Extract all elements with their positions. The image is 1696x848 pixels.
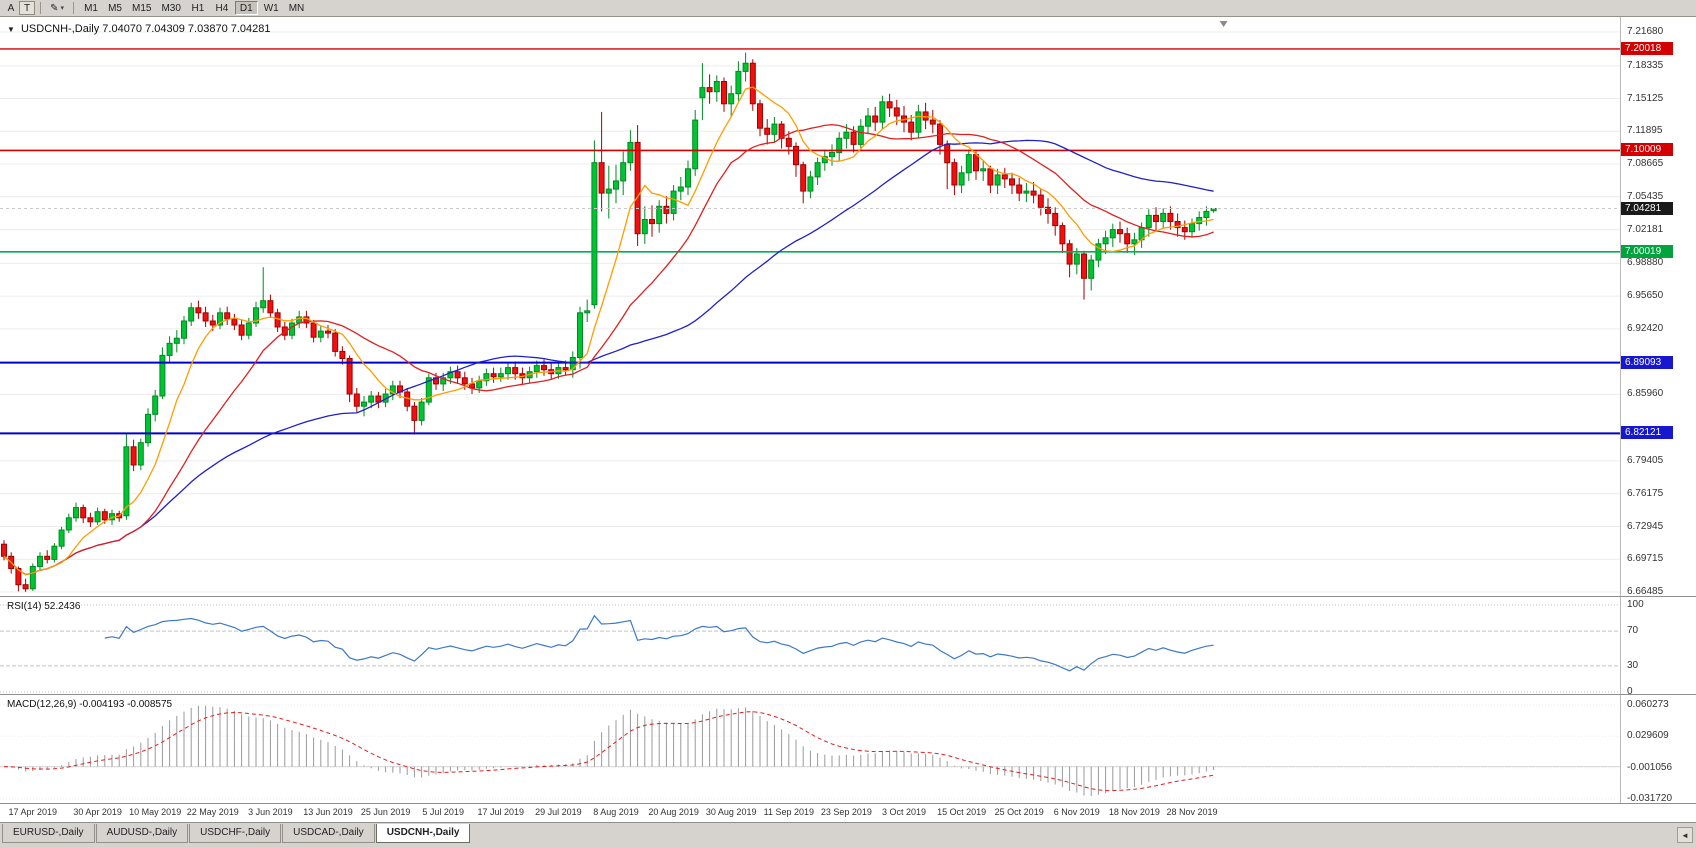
- pencil-icon: ✎: [50, 2, 59, 14]
- timeframe-button-w1[interactable]: W1: [263, 2, 279, 14]
- price-badge: 7.00019: [1621, 244, 1673, 258]
- macd-values: -0.004193 -0.008575: [79, 699, 173, 710]
- timeframe-button-h4[interactable]: H4: [215, 2, 229, 14]
- macd-axis-border: [1620, 695, 1621, 803]
- toolbar-button-a[interactable]: A: [7, 2, 15, 14]
- time-axis-label: 18 Nov 2019: [1108, 807, 1160, 817]
- time-axis-label: 25 Oct 2019: [994, 807, 1044, 817]
- time-axis-label: 29 Jul 2019: [535, 807, 582, 817]
- time-axis-label: 23 Sep 2019: [820, 807, 872, 817]
- time-axis-label: 30 Aug 2019: [705, 807, 757, 817]
- timeframe-group: M1 M5 M15 M30 H1 H4 D1 W1 MN: [79, 1, 309, 15]
- chart-title: ▼ USDCNH-,Daily 7.04070 7.04309 7.03870 …: [7, 23, 271, 35]
- tab-eurusd[interactable]: EURUSD-,Daily: [2, 824, 95, 843]
- timeframe-button-m1[interactable]: M1: [84, 2, 98, 14]
- tab-scroll-left-button[interactable]: ◄: [1677, 827, 1693, 843]
- time-axis-label: 8 Aug 2019: [593, 807, 639, 817]
- price-badge: 7.20018: [1621, 41, 1673, 55]
- price-axis-tick: 7.02181: [1627, 223, 1664, 235]
- macd-axis-label: 0.060273: [1627, 699, 1669, 710]
- rsi-panel: RSI(14) 52.2436 100 70 30 0: [0, 597, 1696, 695]
- price-axis-tick: 6.69715: [1627, 553, 1664, 565]
- rsi-chart-canvas[interactable]: [0, 597, 1620, 694]
- tab-audusd[interactable]: AUDUSD-,Daily: [95, 824, 189, 843]
- macd-panel: MACD(12,26,9) -0.004193 -0.008575 0.0602…: [0, 695, 1696, 804]
- timeframe-button-h1[interactable]: H1: [191, 2, 205, 14]
- time-axis-label: 10 May 2019: [129, 807, 182, 817]
- time-axis-label: 11 Sep 2019: [763, 807, 814, 817]
- time-axis-label: 3 Jun 2019: [248, 807, 293, 817]
- price-badge: 7.10009: [1621, 143, 1673, 157]
- price-axis-tick: 7.18335: [1627, 59, 1664, 71]
- price-axis-border: [1620, 17, 1621, 596]
- symbol-label: USDCNH-,Daily: [20, 23, 100, 35]
- tab-usdcad[interactable]: USDCAD-,Daily: [282, 824, 375, 843]
- time-axis-label: 25 Jun 2019: [360, 807, 411, 817]
- ohlc-readout: 7.04070 7.04309 7.03870 7.04281: [102, 23, 271, 35]
- price-axis-tick: 7.21680: [1627, 26, 1664, 37]
- symbol-dropdown-icon[interactable]: ▼: [7, 25, 15, 34]
- time-axis-label: 5 Jul 2019: [422, 807, 464, 817]
- rsi-label: RSI(14) 52.2436: [7, 601, 80, 612]
- price-axis-tick: 6.98880: [1627, 257, 1664, 269]
- price-axis-tick: 6.79405: [1627, 454, 1664, 466]
- price-badge: 6.89093: [1621, 355, 1673, 369]
- price-axis-tick: 6.92420: [1627, 322, 1664, 334]
- time-axis-label: 28 Nov 2019: [1166, 807, 1218, 817]
- rsi-value: 52.2436: [44, 601, 81, 612]
- macd-axis-label: -0.001056: [1627, 761, 1673, 773]
- timeframe-button-d1[interactable]: D1: [234, 1, 258, 15]
- toolbar-separator: [40, 2, 42, 14]
- rsi-axis-label: 0: [1627, 686, 1633, 695]
- rsi-axis-label: 100: [1627, 599, 1644, 610]
- price-badge: 7.04281: [1621, 201, 1673, 215]
- price-axis-tick: 6.76175: [1627, 487, 1664, 499]
- time-axis: 17 Apr 2019 30 Apr 2019 10 May 2019 22 May …: [0, 804, 1696, 822]
- rsi-axis-label: 30: [1627, 659, 1639, 671]
- price-axis-tick: 7.08665: [1627, 158, 1664, 169]
- price-axis-tick: 6.72945: [1627, 520, 1664, 532]
- main-chart-panel: ▼ USDCNH-,Daily 7.04070 7.04309 7.03870 …: [0, 17, 1696, 597]
- toolbar: A T ✎ ▾ M1 M5 M15 M30 H1 H4 D1 W1 MN: [0, 0, 1696, 17]
- price-axis-tick: 6.66485: [1627, 586, 1664, 597]
- time-axis-label: 30 Apr 2019: [73, 807, 122, 817]
- time-axis-label: 13 Jun 2019: [303, 807, 353, 817]
- tab-usdchf[interactable]: USDCHF-,Daily: [189, 824, 282, 843]
- toolbar-separator: [73, 2, 75, 14]
- price-axis-tick: 7.05435: [1627, 190, 1664, 202]
- chart-tab-bar: EURUSD-,Daily AUDUSD-,Daily USDCHF-,Daily U…: [0, 822, 1696, 848]
- chevron-down-icon: ▾: [60, 5, 65, 12]
- time-axis-label: 17 Apr 2019: [8, 807, 58, 817]
- time-axis-label: 6 Nov 2019: [1053, 807, 1100, 817]
- price-badge: 6.82121: [1621, 426, 1673, 440]
- timeframe-button-m15[interactable]: M15: [132, 2, 152, 14]
- price-axis-tick: 7.15125: [1627, 92, 1664, 104]
- tab-list: EURUSD-,Daily AUDUSD-,Daily USDCHF-,Daily U…: [2, 824, 471, 843]
- macd-label: MACD(12,26,9) -0.004193 -0.008575: [7, 699, 172, 710]
- rsi-name: RSI(14): [7, 601, 42, 612]
- timeframe-button-m30[interactable]: M30: [161, 2, 181, 14]
- timeframe-button-mn[interactable]: MN: [288, 2, 305, 14]
- macd-name: MACD(12,26,9): [7, 699, 77, 710]
- time-axis-label: 20 Aug 2019: [648, 807, 699, 817]
- macd-axis-label: -0.031720: [1627, 793, 1673, 804]
- price-axis-tick: 7.11895: [1627, 125, 1663, 137]
- draw-tool-button[interactable]: ✎ ▾: [46, 1, 68, 15]
- macd-chart-canvas[interactable]: [0, 695, 1620, 803]
- time-axis-label: 17 Jul 2019: [477, 807, 525, 817]
- price-axis-tick: 6.85960: [1627, 388, 1664, 400]
- tab-usdcnh[interactable]: USDCNH-,Daily: [375, 824, 471, 843]
- rsi-axis-border: [1620, 597, 1621, 694]
- price-chart-canvas[interactable]: [0, 17, 1620, 595]
- timeframe-button-m5[interactable]: M5: [108, 2, 122, 14]
- macd-axis-label: 0.029609: [1627, 730, 1669, 742]
- time-axis-label: 3 Oct 2019: [881, 807, 927, 817]
- time-axis-label: 15 Oct 2019: [937, 807, 987, 817]
- price-axis-tick: 6.95650: [1627, 290, 1664, 302]
- toolbar-button-t[interactable]: T: [19, 1, 36, 15]
- rsi-axis-label: 70: [1627, 625, 1639, 637]
- time-axis-label: 22 May 2019: [186, 807, 239, 817]
